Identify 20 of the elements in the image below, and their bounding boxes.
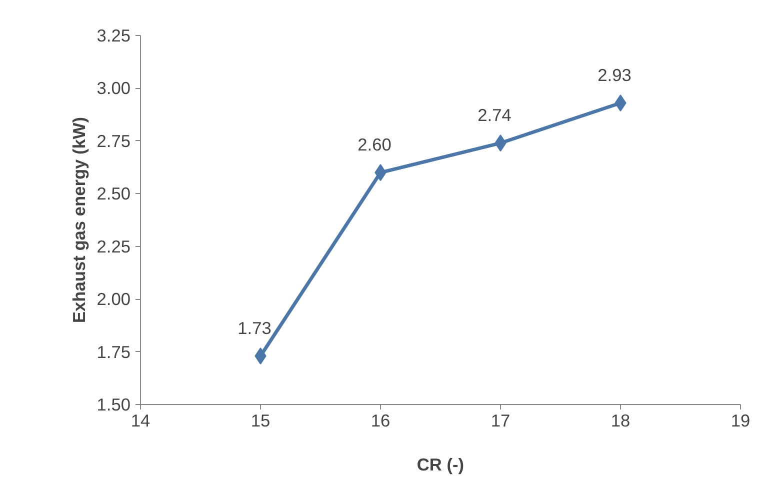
x-tick-label: 16 bbox=[370, 410, 390, 430]
y-axis-title: Exhaust gas energy (kW) bbox=[68, 116, 89, 324]
x-axis-title: CR (-) bbox=[416, 454, 464, 474]
x-tick-label: 18 bbox=[610, 410, 630, 430]
x-tick-label: 19 bbox=[730, 410, 750, 430]
y-tick-label: 2.75 bbox=[96, 130, 131, 151]
data-label: 2.93 bbox=[598, 64, 632, 85]
data-label: 2.74 bbox=[478, 105, 512, 126]
x-tick-label: 17 bbox=[490, 410, 510, 430]
y-tick-label: 2.25 bbox=[96, 236, 131, 256]
y-tick-label: 3.00 bbox=[96, 78, 131, 98]
y-tick-label: 1.50 bbox=[96, 394, 131, 414]
x-tick-label: 14 bbox=[130, 410, 150, 430]
x-tick-label: 15 bbox=[250, 410, 270, 430]
y-tick-label: 2.50 bbox=[96, 184, 131, 204]
data-label: 2.60 bbox=[358, 134, 392, 155]
y-tick-label: 3.25 bbox=[96, 26, 131, 46]
data-label: 1.73 bbox=[238, 318, 272, 338]
y-tick-label: 1.75 bbox=[96, 342, 131, 362]
y-tick-label: 2.00 bbox=[96, 289, 131, 310]
